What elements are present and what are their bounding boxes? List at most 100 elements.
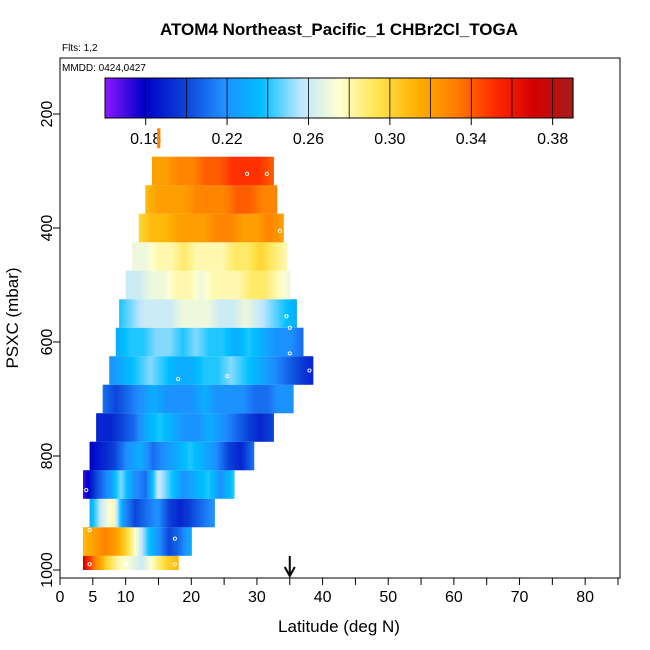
heatmap-cell xyxy=(127,527,130,556)
colorbar-cell xyxy=(541,78,544,118)
heatmap-cell xyxy=(92,498,95,528)
heatmap-cell xyxy=(296,327,299,357)
heatmap-cell xyxy=(173,299,177,328)
colorbar-cell xyxy=(281,78,284,118)
colorbar-cell xyxy=(525,78,528,118)
heatmap-cell xyxy=(261,156,264,186)
heatmap-cell xyxy=(235,413,238,442)
heatmap-cell xyxy=(165,470,168,499)
heatmap-cell xyxy=(168,185,171,214)
heatmap-cell xyxy=(182,384,186,414)
colorbar-cell xyxy=(283,78,286,118)
heatmap-cell xyxy=(200,441,203,471)
heatmap-cell xyxy=(256,384,260,414)
colorbar-cell xyxy=(485,78,488,118)
heatmap-cell xyxy=(138,413,141,442)
heatmap-cell xyxy=(280,270,283,300)
heatmap-cell xyxy=(258,270,261,300)
colorbar-cell xyxy=(289,78,292,118)
heatmap-cell xyxy=(180,327,183,357)
colorbar-cell xyxy=(503,78,506,118)
heatmap-cell xyxy=(216,470,219,499)
heatmap-cell xyxy=(210,413,213,442)
colorbar-cell xyxy=(215,78,218,118)
colorbar-cell xyxy=(385,78,388,118)
heatmap-cell xyxy=(255,185,258,214)
heatmap-cell xyxy=(285,384,288,414)
heatmap-cell xyxy=(145,327,148,357)
heatmap-cell xyxy=(205,242,208,271)
heatmap-cell xyxy=(164,441,167,471)
heatmap-cell xyxy=(172,527,175,556)
heatmap-cell xyxy=(268,327,271,357)
heatmap-cell xyxy=(155,413,158,442)
heatmap-cell xyxy=(217,299,221,328)
heatmap-cell xyxy=(226,384,230,414)
heatmap-cell xyxy=(203,156,206,186)
colorbar-cell xyxy=(345,78,348,118)
heatmap-cell xyxy=(267,356,270,385)
heatmap-cell xyxy=(221,327,225,357)
heatmap-cell xyxy=(155,185,158,214)
heatmap-cell xyxy=(101,527,104,556)
colorbar-cell xyxy=(457,78,460,118)
colorbar-cell xyxy=(157,78,160,118)
heatmap-cell xyxy=(177,527,180,556)
heatmap-cell xyxy=(218,156,221,186)
heatmap-cell xyxy=(189,356,193,385)
heatmap-cell xyxy=(278,213,281,243)
heatmap-cell xyxy=(127,327,130,357)
heatmap-cell xyxy=(124,413,127,442)
colorbar-cell xyxy=(465,78,468,118)
heatmap-cell xyxy=(252,213,255,243)
colorbar-cell xyxy=(559,78,562,118)
heatmap-cell xyxy=(185,213,189,243)
heatmap-cell xyxy=(155,213,158,243)
colorbar-cell xyxy=(497,78,500,118)
heatmap-cell xyxy=(135,384,138,414)
heatmap-cell xyxy=(145,441,148,471)
heatmap-cell xyxy=(100,413,103,442)
x-tick-label: 60 xyxy=(445,589,463,606)
heatmap-cell xyxy=(85,555,88,570)
heatmap-cell xyxy=(101,470,104,499)
colorbar-frame xyxy=(104,77,574,119)
colorbar-cell xyxy=(373,78,376,118)
heatmap-cell xyxy=(249,327,253,357)
heatmap-cell xyxy=(208,299,211,328)
heatmap-cell xyxy=(206,356,210,385)
heatmap-cell xyxy=(171,185,174,214)
heatmap-cell xyxy=(210,270,213,300)
heatmap-cell xyxy=(168,156,171,186)
heatmap-cell xyxy=(192,299,195,328)
heatmap-cell xyxy=(144,356,147,385)
heatmap-cell xyxy=(212,384,215,414)
heatmap-cell xyxy=(203,270,206,300)
heatmap-cell xyxy=(169,498,172,528)
heatmap-cell xyxy=(223,470,226,499)
heatmap-cell xyxy=(179,384,182,414)
heatmap-cell xyxy=(234,213,237,243)
colorbar-cell xyxy=(119,78,122,118)
heatmap-cell xyxy=(154,356,157,385)
heatmap-cell xyxy=(255,384,258,414)
heatmap-cell xyxy=(148,384,151,414)
heatmap-cell xyxy=(292,327,296,357)
heatmap-cell xyxy=(138,270,141,300)
heatmap-cell xyxy=(181,299,184,328)
colorbar-cell xyxy=(239,78,242,118)
heatmap-cell xyxy=(238,270,241,300)
colorbar-cell xyxy=(469,78,472,118)
heatmap-cell xyxy=(254,327,258,357)
heatmap-cell xyxy=(109,470,112,499)
colorbar-cell xyxy=(475,78,478,118)
heatmap-cell xyxy=(257,242,261,271)
colorbar-cell xyxy=(273,78,276,118)
heatmap-cell xyxy=(208,213,211,243)
heatmap-cell xyxy=(129,327,132,357)
heatmap-cell xyxy=(197,384,200,414)
heatmap-cell xyxy=(221,413,224,442)
heatmap-cell xyxy=(304,356,307,385)
heatmap-cell xyxy=(188,299,191,328)
heatmap-cell xyxy=(202,413,205,442)
